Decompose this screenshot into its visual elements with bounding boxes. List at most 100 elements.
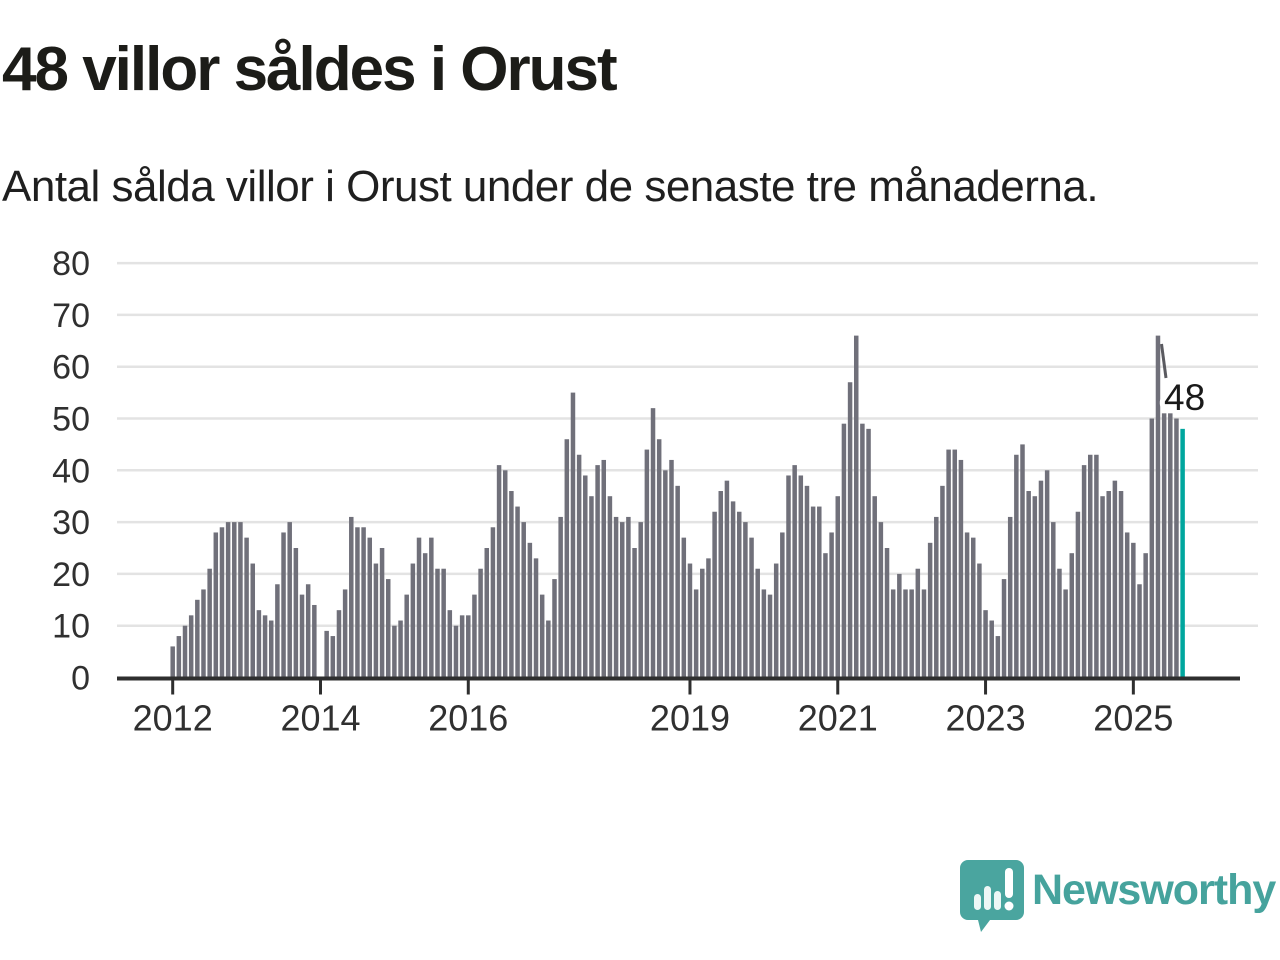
bar: [730, 501, 736, 678]
bar: [872, 496, 877, 678]
bar: [958, 459, 964, 678]
bar: [552, 579, 557, 678]
bar: [232, 522, 237, 678]
bar: [1007, 516, 1013, 678]
bar: [755, 568, 760, 678]
bar: [515, 506, 520, 678]
bar: [1100, 496, 1105, 678]
bar: [262, 615, 268, 678]
bar: [1051, 522, 1056, 678]
bar: [564, 439, 570, 678]
bar: [798, 475, 804, 678]
bar: [1032, 496, 1038, 678]
bar: [626, 516, 631, 678]
bar: [1143, 553, 1148, 678]
bar: [293, 548, 299, 678]
bar: [1069, 553, 1075, 678]
bar: [484, 548, 490, 678]
bar: [336, 610, 342, 678]
bar: [244, 537, 249, 678]
bar: [268, 620, 274, 678]
bar: [650, 408, 656, 678]
bar: [884, 548, 890, 678]
bar: [1174, 418, 1179, 678]
bar: [687, 563, 693, 678]
bar: [459, 615, 465, 678]
bar: [392, 625, 397, 678]
bar: [188, 615, 194, 678]
bar: [170, 646, 175, 678]
bar: [182, 625, 188, 678]
bar: [509, 491, 514, 678]
bar: [355, 527, 360, 678]
bar: [669, 459, 674, 678]
bar: [275, 584, 280, 678]
bar: [379, 548, 385, 678]
bar: [810, 506, 816, 678]
bar: [1014, 454, 1019, 678]
bar: [1001, 579, 1007, 678]
bar: [398, 620, 403, 678]
x-axis-label-2023: 2023: [946, 698, 1026, 739]
bar: [472, 594, 477, 678]
bar: [576, 454, 582, 678]
y-axis-label-20: 20: [52, 556, 90, 594]
bar: [946, 449, 951, 678]
bar: [1063, 589, 1068, 678]
bar: [1137, 584, 1142, 678]
bar: [934, 516, 939, 678]
bar: [595, 465, 600, 678]
bar: [817, 506, 822, 678]
bar: [607, 496, 613, 678]
bar: [1087, 454, 1093, 678]
bar: [613, 516, 619, 678]
x-axis-label-2019: 2019: [650, 698, 730, 739]
bar: [1168, 413, 1173, 678]
bar: [706, 558, 711, 678]
bar: [743, 522, 748, 678]
bar: [1020, 444, 1025, 678]
bar: [700, 568, 705, 678]
bar: [780, 532, 785, 678]
y-axis-label-60: 60: [52, 349, 90, 387]
bar: [546, 620, 551, 678]
bar: [995, 636, 1001, 678]
bar: [281, 532, 286, 678]
bar: [853, 335, 859, 678]
bar: [1026, 491, 1031, 678]
bar: [367, 537, 373, 678]
bar: [860, 423, 865, 678]
bar: [429, 537, 434, 678]
bar: [1081, 465, 1087, 678]
bar: [940, 485, 945, 678]
bar: [792, 465, 797, 678]
bar: [287, 522, 292, 678]
bar: [1038, 480, 1044, 678]
bar: [761, 589, 767, 678]
bar: [897, 573, 902, 678]
bar: [909, 589, 914, 678]
bar: [385, 579, 391, 678]
x-axis-label-2025: 2025: [1093, 698, 1173, 739]
bar: [490, 527, 496, 678]
bar: [330, 636, 336, 678]
bar: [349, 516, 354, 678]
bar: [201, 589, 206, 678]
bar: [527, 542, 533, 678]
bar: [964, 532, 970, 678]
bar: [521, 522, 526, 678]
bar: [921, 589, 927, 678]
bar: [583, 475, 588, 678]
bar: [416, 537, 422, 678]
bar: [176, 636, 182, 678]
bar: [1106, 491, 1111, 678]
bar: [1161, 413, 1167, 678]
bar: [213, 532, 219, 678]
bar: [410, 563, 416, 678]
bar: [1155, 335, 1161, 678]
bar: [219, 527, 225, 678]
bar: [256, 610, 262, 678]
bar-latest-highlight: [1180, 428, 1185, 678]
bar: [736, 511, 742, 678]
